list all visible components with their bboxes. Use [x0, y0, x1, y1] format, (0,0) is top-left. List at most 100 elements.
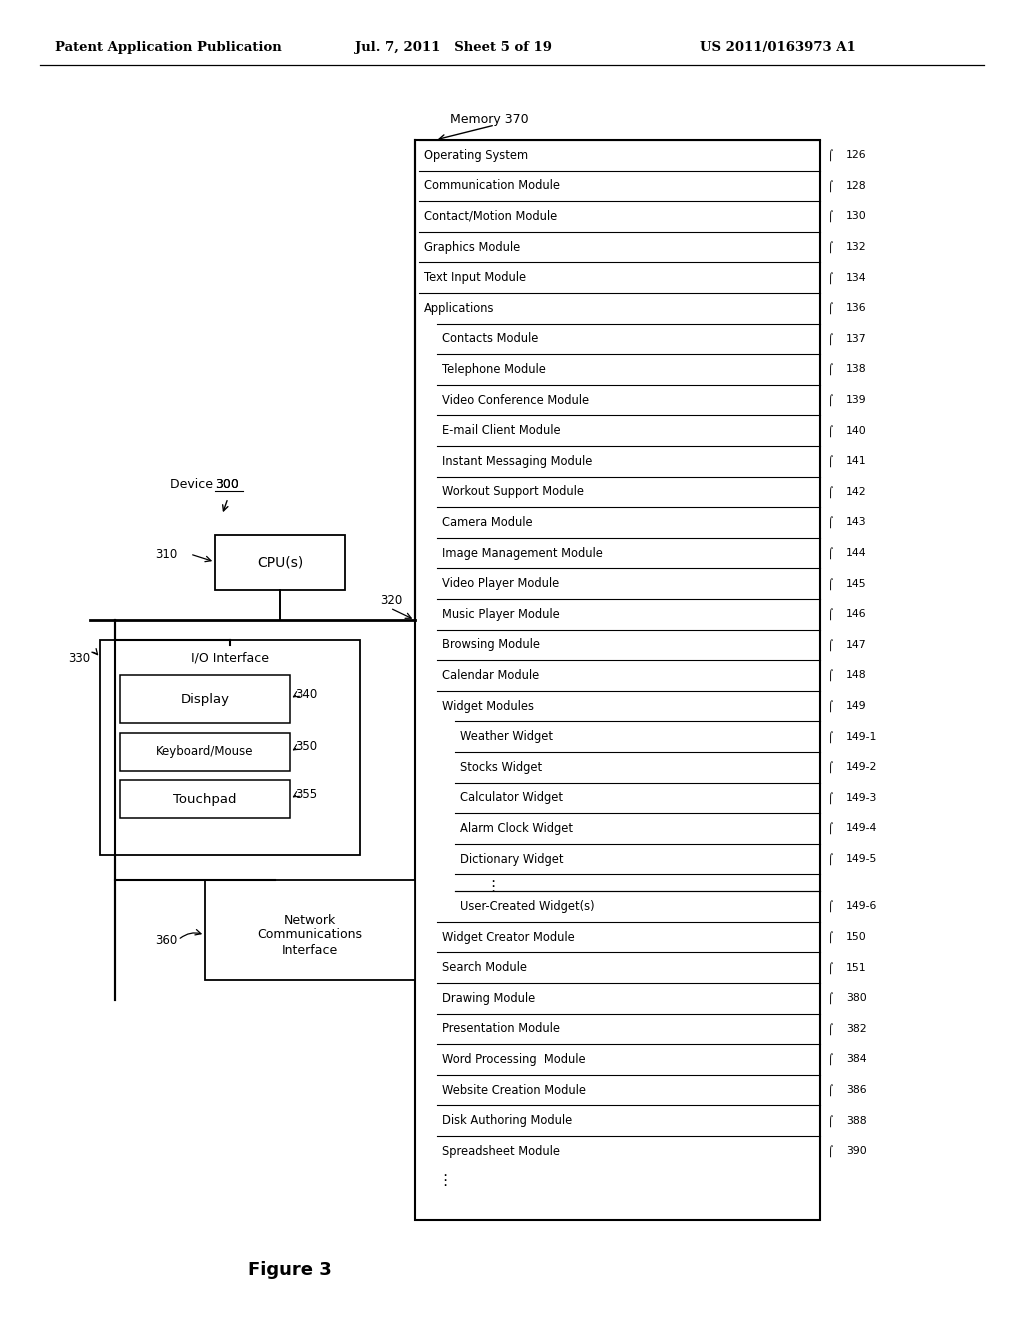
Text: Contacts Module: Contacts Module: [442, 333, 539, 346]
Text: 130: 130: [846, 211, 866, 222]
Text: ⌠: ⌠: [828, 578, 834, 590]
Text: ⌠: ⌠: [828, 149, 834, 161]
Text: ⌠: ⌠: [828, 180, 834, 191]
Text: Telephone Module: Telephone Module: [442, 363, 546, 376]
Text: Calendar Module: Calendar Module: [442, 669, 540, 682]
Text: ⌠: ⌠: [828, 609, 834, 620]
Text: 300: 300: [215, 479, 239, 491]
Text: 350: 350: [295, 741, 317, 754]
Text: Video Conference Module: Video Conference Module: [442, 393, 589, 407]
Text: Workout Support Module: Workout Support Module: [442, 486, 584, 499]
Text: Spreadsheet Module: Spreadsheet Module: [442, 1144, 560, 1158]
Text: ⌠: ⌠: [828, 931, 834, 942]
Text: Instant Messaging Module: Instant Messaging Module: [442, 455, 592, 467]
Text: 388: 388: [846, 1115, 866, 1126]
Text: 141: 141: [846, 457, 866, 466]
Text: Widget Modules: Widget Modules: [442, 700, 534, 713]
Text: Touchpad: Touchpad: [173, 792, 237, 805]
Text: 149-4: 149-4: [846, 824, 878, 833]
Text: Network: Network: [284, 913, 336, 927]
Text: ⋮: ⋮: [437, 1172, 453, 1188]
Text: ⌠: ⌠: [828, 1053, 834, 1065]
Text: 310: 310: [155, 548, 177, 561]
Text: Operating System: Operating System: [424, 149, 528, 162]
Text: Graphics Module: Graphics Module: [424, 240, 520, 253]
Text: Display: Display: [180, 693, 229, 705]
Text: ⌠: ⌠: [828, 242, 834, 253]
Text: E-mail Client Module: E-mail Client Module: [442, 424, 560, 437]
Text: ⌠: ⌠: [828, 822, 834, 834]
Text: ⌠: ⌠: [828, 486, 834, 498]
Text: 151: 151: [846, 962, 866, 973]
Text: 142: 142: [846, 487, 866, 496]
Text: ⌠: ⌠: [828, 455, 834, 467]
Text: 390: 390: [846, 1146, 866, 1156]
Bar: [100, 640, 360, 855]
Text: US 2011/0163973 A1: US 2011/0163973 A1: [700, 41, 856, 54]
Text: ⌠: ⌠: [828, 272, 834, 284]
Text: Dictionary Widget: Dictionary Widget: [460, 853, 563, 866]
Text: 149-2: 149-2: [846, 762, 878, 772]
Bar: [415, 140, 820, 1220]
Text: Search Module: Search Module: [442, 961, 527, 974]
Text: ⌠: ⌠: [828, 962, 834, 974]
Text: ⌠: ⌠: [828, 669, 834, 681]
Text: ⌠: ⌠: [828, 900, 834, 912]
Text: Text Input Module: Text Input Module: [424, 271, 526, 284]
Text: Figure 3: Figure 3: [248, 1261, 332, 1279]
Text: Applications: Applications: [424, 302, 495, 314]
Text: ⌠: ⌠: [828, 1114, 834, 1126]
Text: User-Created Widget(s): User-Created Widget(s): [460, 900, 595, 913]
Text: 145: 145: [846, 578, 866, 589]
Text: 138: 138: [846, 364, 866, 375]
Text: 128: 128: [846, 181, 866, 191]
Text: 149-5: 149-5: [846, 854, 878, 865]
Text: Video Player Module: Video Player Module: [442, 577, 559, 590]
Text: ⌠: ⌠: [828, 1023, 834, 1035]
Text: ⌠: ⌠: [828, 425, 834, 437]
Text: Presentation Module: Presentation Module: [442, 1023, 560, 1035]
Text: 360: 360: [155, 933, 177, 946]
Text: Stocks Widget: Stocks Widget: [460, 760, 542, 774]
Text: 340: 340: [295, 688, 317, 701]
Text: Alarm Clock Widget: Alarm Clock Widget: [460, 822, 573, 836]
Bar: [120, 675, 290, 723]
Text: Image Management Module: Image Management Module: [442, 546, 603, 560]
Text: ⌠: ⌠: [828, 333, 834, 345]
Text: Widget Creator Module: Widget Creator Module: [442, 931, 574, 944]
Text: Drawing Module: Drawing Module: [442, 991, 536, 1005]
Text: 140: 140: [846, 425, 866, 436]
Text: Interface: Interface: [282, 944, 338, 957]
Text: Website Creation Module: Website Creation Module: [442, 1084, 586, 1097]
Text: 144: 144: [846, 548, 866, 558]
Bar: [215, 535, 345, 590]
Text: ⌠: ⌠: [828, 731, 834, 743]
Text: 150: 150: [846, 932, 866, 942]
Text: ⌠: ⌠: [828, 762, 834, 774]
Text: Jul. 7, 2011   Sheet 5 of 19: Jul. 7, 2011 Sheet 5 of 19: [355, 41, 552, 54]
Text: 386: 386: [846, 1085, 866, 1096]
Bar: [205, 880, 415, 979]
Text: 136: 136: [846, 304, 866, 313]
Text: 126: 126: [846, 150, 866, 160]
Text: Browsing Module: Browsing Module: [442, 639, 540, 651]
Text: 134: 134: [846, 273, 866, 282]
Text: ⌠: ⌠: [828, 1146, 834, 1158]
Text: 139: 139: [846, 395, 866, 405]
Text: Weather Widget: Weather Widget: [460, 730, 553, 743]
Text: ⌠: ⌠: [828, 395, 834, 407]
Text: Communications: Communications: [257, 928, 362, 941]
Text: 147: 147: [846, 640, 866, 649]
Text: 330: 330: [68, 652, 90, 664]
Text: ⋮: ⋮: [485, 879, 501, 894]
Text: Communication Module: Communication Module: [424, 180, 560, 193]
Text: ⌠: ⌠: [828, 639, 834, 651]
Text: ⌠: ⌠: [828, 546, 834, 560]
Text: 149-3: 149-3: [846, 793, 878, 803]
Text: Keyboard/Mouse: Keyboard/Mouse: [157, 746, 254, 759]
Text: 382: 382: [846, 1024, 866, 1034]
Text: 137: 137: [846, 334, 866, 345]
Text: Music Player Module: Music Player Module: [442, 607, 560, 620]
Text: ⌠: ⌠: [828, 700, 834, 711]
Text: Camera Module: Camera Module: [442, 516, 532, 529]
